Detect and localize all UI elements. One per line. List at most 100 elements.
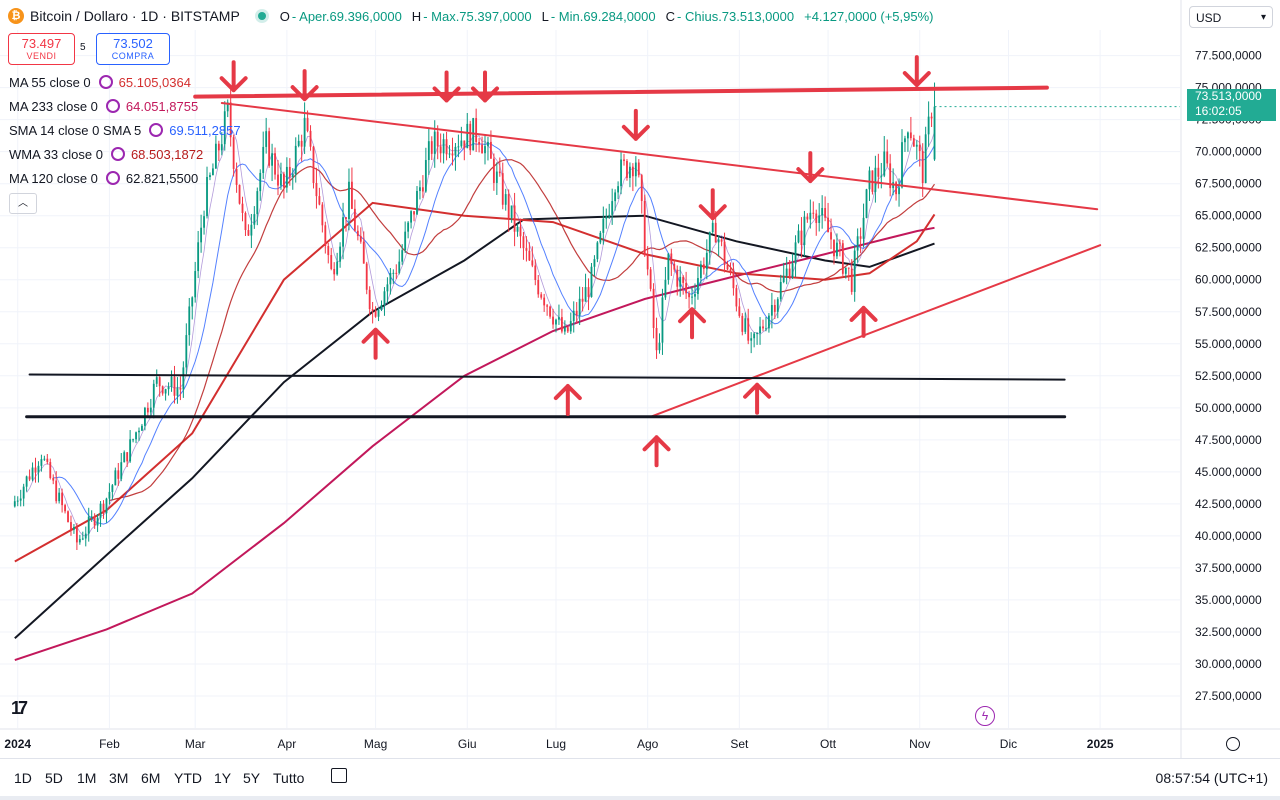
candle-body	[507, 194, 510, 219]
candle-body	[883, 151, 886, 176]
candle-body	[889, 163, 892, 189]
timeframe-3m[interactable]: 3M	[109, 770, 129, 786]
timeframe-1y[interactable]: 1Y	[214, 770, 232, 786]
candle-body	[797, 230, 800, 243]
candle-body	[850, 268, 853, 292]
candle-body	[590, 266, 593, 297]
x-tick-label: Mar	[185, 737, 206, 751]
candle-body	[904, 138, 906, 143]
indicator-sma14[interactable]: SMA 14 close 0 SMA 5 69.511,2857	[9, 121, 241, 139]
candle-body	[158, 377, 161, 387]
candle-body	[768, 315, 770, 329]
candle-body	[623, 159, 625, 161]
timeframe-all[interactable]: Tutto	[273, 770, 305, 786]
tradingview-logo-icon[interactable]: 17	[11, 698, 28, 718]
candle-body	[664, 279, 667, 298]
candle-body	[427, 141, 430, 161]
timeframe-1d[interactable]: 1D	[14, 770, 32, 786]
candle-body	[84, 533, 87, 539]
candle-body	[170, 376, 173, 387]
clock-timezone[interactable]: 08:57:54 (UTC+1)	[1155, 770, 1268, 786]
candle-body	[368, 289, 371, 310]
calendar-goto-date-icon[interactable]	[331, 768, 347, 783]
timeframe-6m[interactable]: 6M	[141, 770, 161, 786]
timeframe-ytd[interactable]: YTD	[174, 770, 202, 786]
candle-body	[22, 486, 25, 499]
bar-countdown: 16:02:05	[1195, 104, 1242, 118]
currency-select[interactable]: USD ▾	[1189, 6, 1273, 28]
candle-body	[844, 267, 847, 274]
sell-button[interactable]: 73.497 VENDI	[8, 33, 75, 65]
candle-body	[667, 253, 670, 280]
refresh-icon[interactable]	[105, 99, 120, 113]
candle-body	[439, 146, 442, 154]
settings-gear-icon[interactable]	[1226, 737, 1240, 751]
candle-body	[398, 261, 401, 273]
candle-body	[478, 142, 481, 145]
candle-body	[549, 306, 551, 317]
arrow-down-icon	[796, 151, 825, 184]
x-tick-label: Apr	[278, 737, 297, 751]
candle-body	[167, 386, 170, 390]
candle-body	[129, 439, 132, 462]
candle-body	[921, 151, 924, 184]
candle-body	[288, 166, 291, 177]
symbol-title[interactable]: Bitcoin / Dollaro · 1D · BITSTAMP	[30, 8, 240, 24]
timeframe-1m[interactable]: 1M	[77, 770, 97, 786]
candle-body	[608, 214, 611, 217]
x-tick-label: Lug	[546, 737, 566, 751]
y-tick-label: 52.500,0000	[1195, 369, 1262, 383]
candle-body	[173, 376, 176, 396]
buy-button[interactable]: 73.502 COMPRA	[96, 33, 170, 65]
y-tick-label: 67.500,0000	[1195, 177, 1262, 191]
candle-body	[924, 134, 927, 184]
candle-body	[773, 305, 776, 312]
candle-body	[262, 146, 265, 173]
candle-body	[838, 242, 841, 244]
refresh-icon[interactable]	[149, 123, 164, 137]
timeframe-5d[interactable]: 5D	[45, 770, 63, 786]
candle-body	[546, 305, 549, 307]
candle-body	[927, 116, 930, 135]
candle-body	[634, 162, 637, 177]
indicator-ma120[interactable]: MA 120 close 0 62.821,5500	[9, 169, 198, 187]
refresh-icon[interactable]	[110, 147, 125, 161]
candle-body	[442, 139, 445, 154]
candle-body	[152, 383, 155, 408]
arrow-down-icon	[621, 108, 650, 141]
indicator-wma33[interactable]: WMA 33 close 0 68.503,1872	[9, 145, 203, 163]
timeframe-5y[interactable]: 5Y	[243, 770, 261, 786]
candle-body	[895, 182, 898, 195]
collapse-indicators-button[interactable]: ︿	[9, 193, 37, 214]
indicator-ma233[interactable]: MA 233 close 0 64.051,8755	[9, 97, 198, 115]
indicator-ma55[interactable]: MA 55 close 0 65.105,0364	[9, 73, 191, 91]
x-tick-label: Ago	[637, 737, 659, 751]
candle-body	[135, 432, 137, 440]
candle-body	[741, 315, 744, 332]
lightning-icon[interactable]: ϟ	[975, 706, 995, 726]
candle-body	[637, 162, 640, 176]
candle-body	[661, 297, 664, 343]
candle-body	[691, 296, 693, 298]
candle-body	[732, 272, 735, 289]
candle-body	[791, 263, 794, 278]
candle-body	[433, 131, 436, 154]
candle-body	[401, 250, 404, 262]
candle-body	[123, 452, 126, 463]
candle-body	[847, 267, 850, 269]
refresh-icon[interactable]	[105, 171, 120, 185]
candle-body	[280, 173, 282, 186]
candle-body	[765, 328, 767, 330]
arrow-down-icon	[432, 70, 461, 103]
candle-body	[836, 242, 838, 257]
candle-body	[865, 189, 868, 218]
candle-body	[614, 192, 617, 202]
x-tick-label: Giu	[458, 737, 477, 751]
candle-body	[702, 264, 705, 269]
candle-body	[197, 242, 200, 272]
candle-body	[543, 297, 546, 306]
refresh-icon[interactable]	[98, 75, 113, 89]
candle-body	[330, 255, 333, 269]
candle-body	[359, 236, 362, 242]
